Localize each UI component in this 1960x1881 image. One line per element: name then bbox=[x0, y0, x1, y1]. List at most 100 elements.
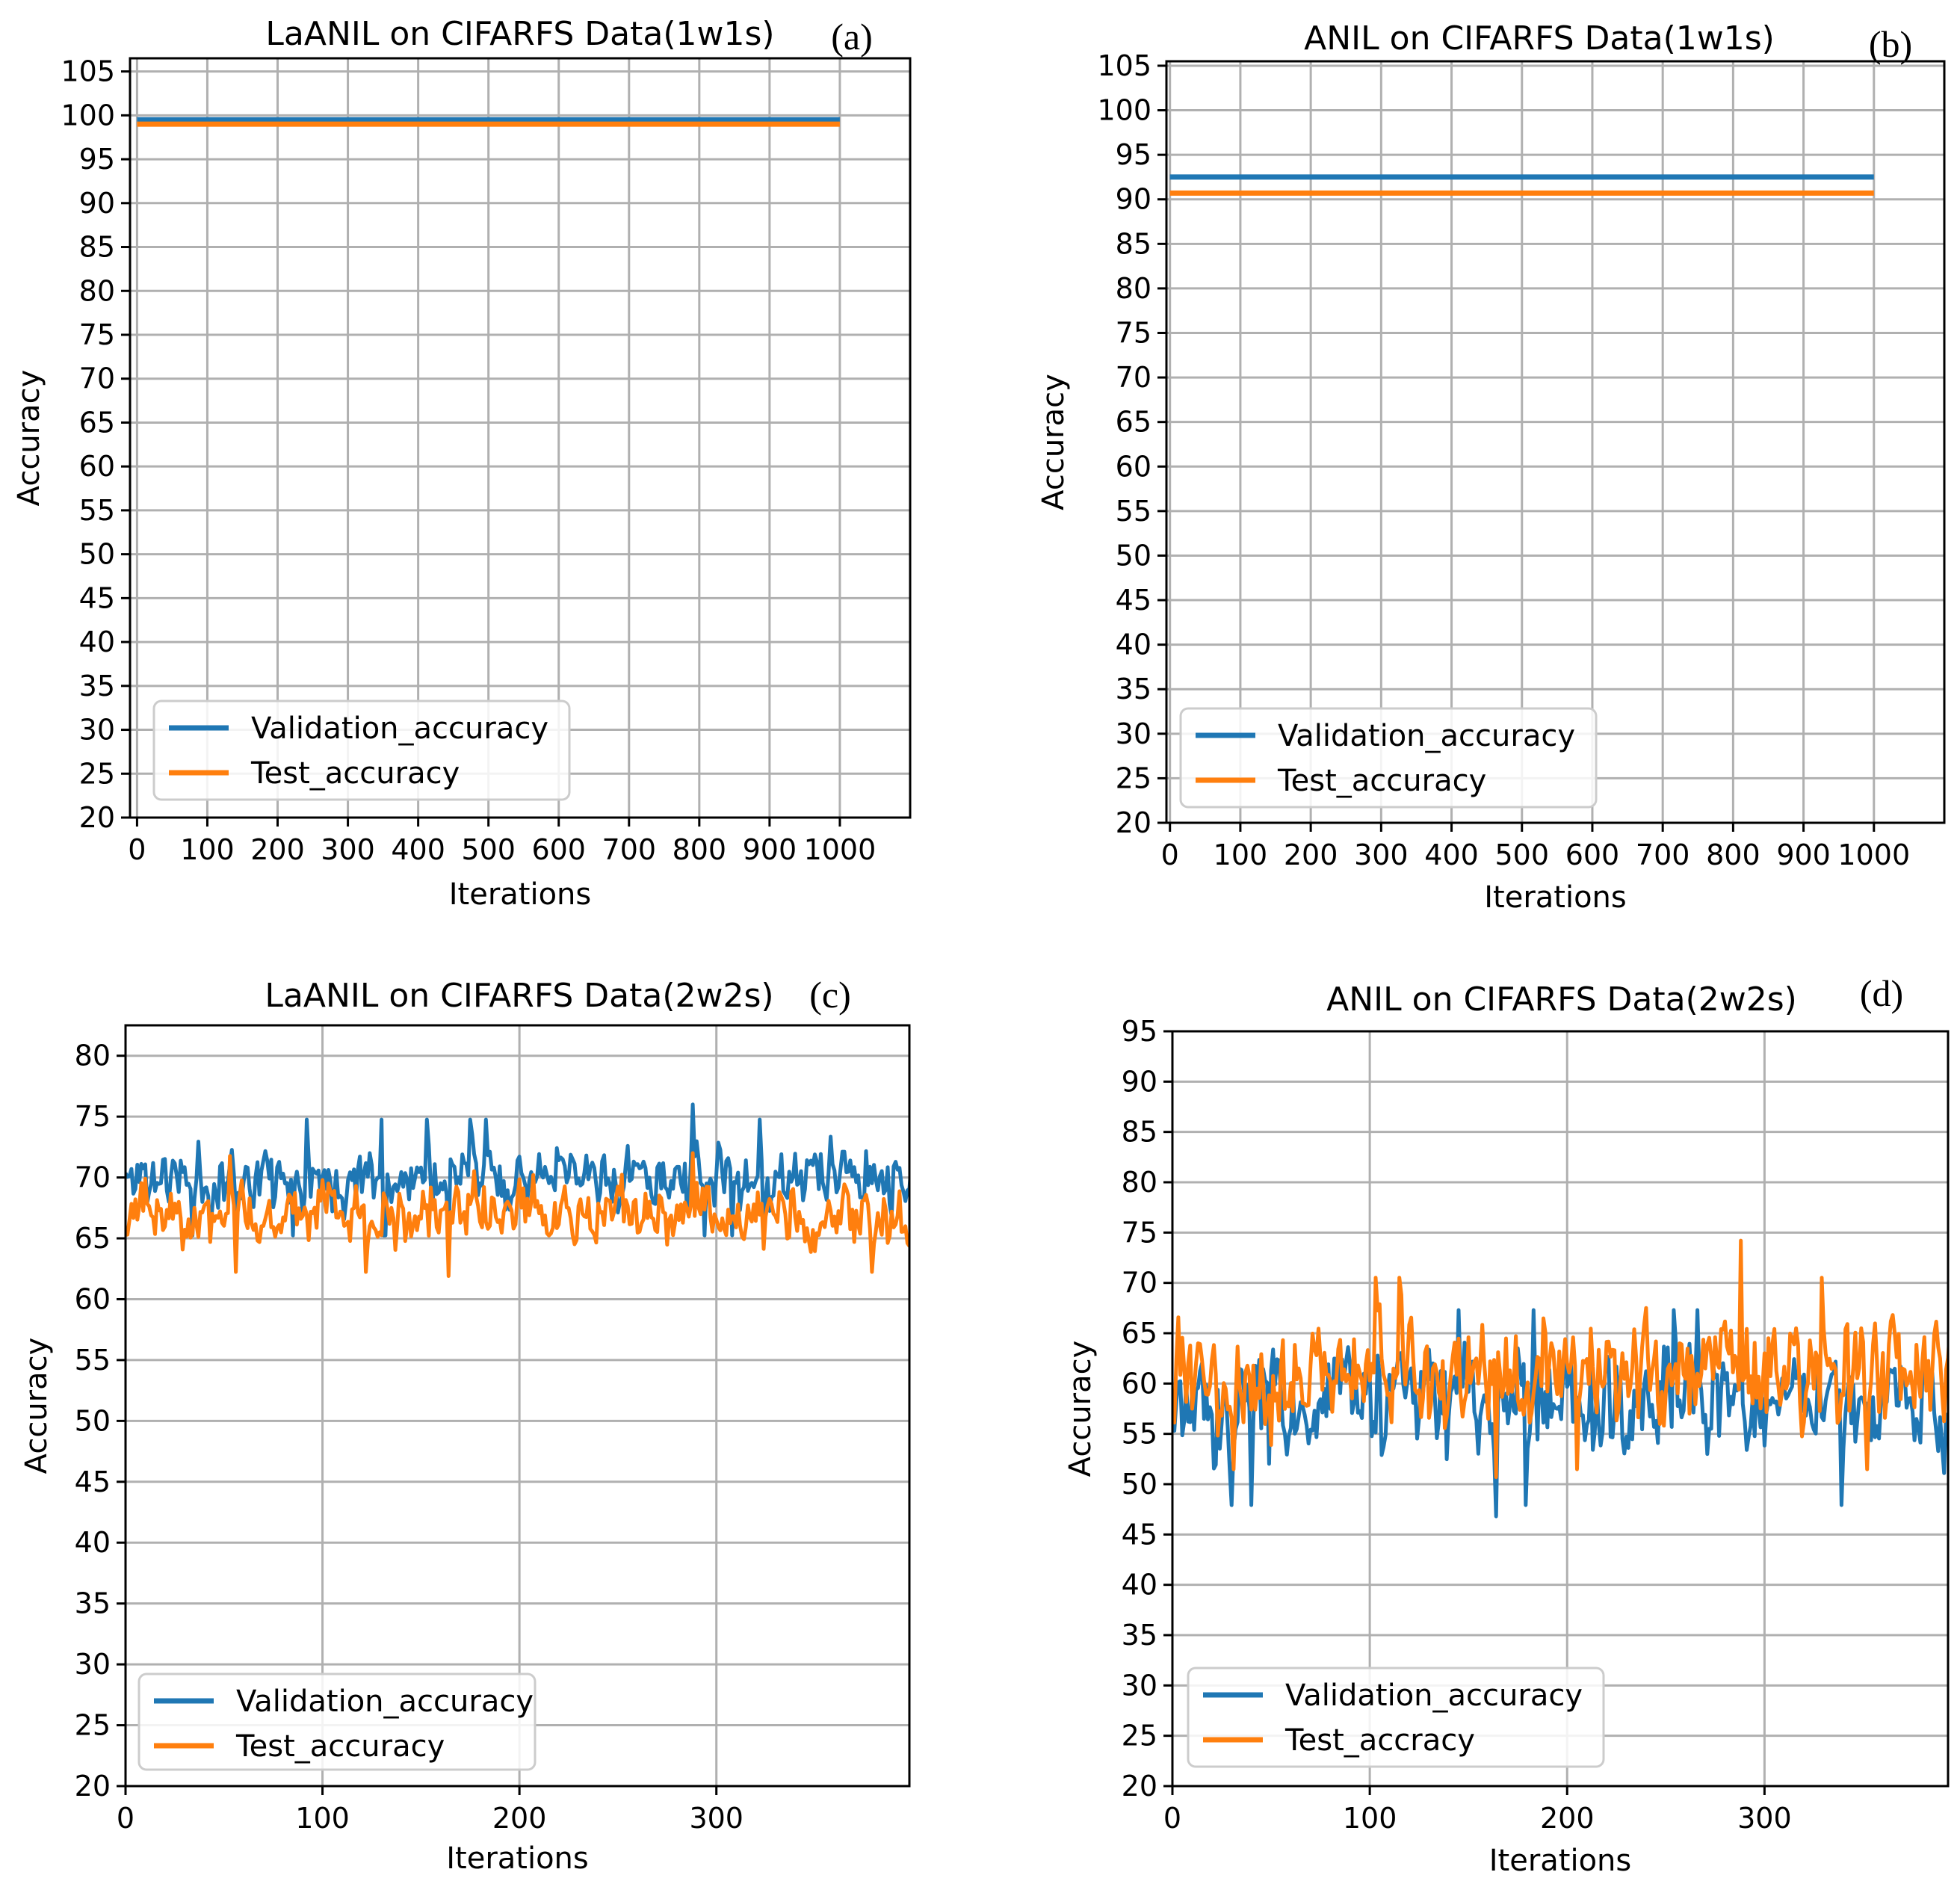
y-tick-label: 25 bbox=[1116, 762, 1151, 794]
x-tick-label: 400 bbox=[391, 833, 445, 866]
x-tick-label: 0 bbox=[1161, 838, 1179, 871]
y-tick-label: 60 bbox=[75, 1282, 111, 1315]
y-tick-label: 85 bbox=[1122, 1116, 1157, 1149]
y-tick-label: 45 bbox=[1122, 1518, 1157, 1551]
y-tick-label: 80 bbox=[79, 274, 115, 307]
y-tick-label: 70 bbox=[79, 362, 115, 395]
legend-box bbox=[1187, 1667, 1605, 1768]
chart-title: LaANIL on CIFARFS Data(2w2s) bbox=[265, 977, 773, 1015]
y-tick-label: 35 bbox=[1116, 673, 1151, 705]
y-tick-label: 75 bbox=[75, 1100, 111, 1133]
x-tick-label: 200 bbox=[1284, 838, 1338, 871]
y-tick-label: 55 bbox=[75, 1344, 111, 1377]
legend-box bbox=[1179, 707, 1598, 809]
x-tick-label: 100 bbox=[1214, 838, 1268, 871]
chart-panel-d: 0 100 200 300 20 25 30 35 40 45 50 55 60 65 70 75 80 85 90… bbox=[1063, 972, 1950, 1878]
y-tick-label: 65 bbox=[79, 406, 115, 439]
legend-label: Validation_accuracy bbox=[251, 711, 548, 746]
y-tick-label: 60 bbox=[79, 450, 115, 483]
legend-label: Test_accracy bbox=[1284, 1723, 1475, 1758]
axes-frame bbox=[1171, 1030, 1950, 1788]
panel-tag: (d) bbox=[1860, 972, 1903, 1014]
x-tick-label: 800 bbox=[673, 833, 727, 866]
x-tick-label: 500 bbox=[1494, 838, 1549, 871]
y-tick-label: 45 bbox=[75, 1465, 111, 1498]
y-tick-label: 100 bbox=[61, 99, 115, 132]
panel-tag: (b) bbox=[1869, 23, 1912, 65]
y-tick-label: 20 bbox=[1122, 1770, 1157, 1803]
y-tick-label: 30 bbox=[1122, 1669, 1157, 1702]
y-tick-label: 20 bbox=[75, 1770, 111, 1803]
y-tick-label: 35 bbox=[79, 670, 115, 702]
x-tick-label: 400 bbox=[1424, 838, 1479, 871]
x-tick-label: 100 bbox=[295, 1802, 350, 1835]
x-tick-label: 100 bbox=[180, 833, 235, 866]
y-tick-label: 90 bbox=[1122, 1065, 1157, 1098]
y-tick-label: 55 bbox=[79, 494, 115, 527]
y-axis-label: Accuracy bbox=[12, 370, 46, 507]
x-tick-label: 300 bbox=[1354, 838, 1409, 871]
y-tick-label: 25 bbox=[1122, 1720, 1157, 1752]
y-axis-label: Accuracy bbox=[1036, 374, 1071, 510]
y-tick-label: 100 bbox=[1097, 94, 1151, 127]
x-tick-label: 0 bbox=[1163, 1802, 1181, 1835]
y-tick-label: 85 bbox=[1116, 227, 1151, 260]
y-tick-label: 65 bbox=[1122, 1317, 1157, 1350]
y-tick-label: 80 bbox=[1116, 272, 1151, 305]
y-tick-label: 50 bbox=[75, 1404, 111, 1437]
axes-frame bbox=[1165, 60, 1946, 824]
x-tick-label: 300 bbox=[689, 1802, 743, 1835]
chart-title: LaANIL on CIFARFS Data(1w1s) bbox=[265, 15, 774, 53]
x-tick-label: 600 bbox=[1565, 838, 1620, 871]
x-tick-label: 500 bbox=[461, 833, 516, 866]
y-tick-label: 25 bbox=[75, 1709, 111, 1742]
y-tick-label: 75 bbox=[1122, 1216, 1157, 1249]
legend-label: Validation_accuracy bbox=[1285, 1678, 1583, 1713]
x-tick-label: 700 bbox=[602, 833, 657, 866]
x-tick-label: 700 bbox=[1636, 838, 1690, 871]
chart-panel-b: 0 100 200 300 400 500 600 700 800 900 1000 20 25 30 35… bbox=[1036, 19, 1946, 915]
x-tick-label: 200 bbox=[1540, 1802, 1595, 1835]
axes-frame bbox=[129, 57, 912, 819]
x-tick-label: 1000 bbox=[804, 833, 877, 866]
chart-panel-a: 0 100 200 300 400 500 600 700 800 900 1000 20 25 30 35… bbox=[12, 15, 912, 912]
chart-title: ANIL on CIFARFS Data(1w1s) bbox=[1304, 19, 1775, 58]
x-tick-label: 800 bbox=[1706, 838, 1760, 871]
grid bbox=[1166, 61, 1944, 824]
legend-label: Test_accuracy bbox=[235, 1729, 445, 1764]
legend: Validation_accuracy Test_accuracy bbox=[137, 1672, 537, 1771]
y-tick-label: 90 bbox=[79, 187, 115, 220]
y-tick-label: 65 bbox=[75, 1222, 111, 1255]
x-tick-label: 900 bbox=[743, 833, 797, 866]
y-tick-label: 80 bbox=[75, 1040, 111, 1072]
legend-box bbox=[137, 1672, 537, 1771]
legend-box bbox=[152, 699, 571, 801]
y-tick-label: 80 bbox=[1122, 1166, 1157, 1199]
y-tick-label: 55 bbox=[1122, 1418, 1157, 1451]
chart-panel-c: 0 100 200 300 20 25 30 35 40 45 50 55 60 65 70 75 80 LaAN… bbox=[19, 974, 911, 1876]
y-tick-label: 25 bbox=[79, 757, 115, 790]
y-tick-label: 30 bbox=[1116, 717, 1151, 750]
legend: Validation_accuracy Test_accracy bbox=[1187, 1667, 1605, 1768]
y-tick-label: 75 bbox=[79, 318, 115, 351]
series-group bbox=[1172, 1238, 1948, 1519]
x-tick-label: 200 bbox=[250, 833, 305, 866]
y-tick-label: 35 bbox=[75, 1587, 111, 1620]
x-tick-label: 0 bbox=[117, 1802, 135, 1835]
panel-tag: (c) bbox=[809, 974, 851, 1016]
y-tick-label: 45 bbox=[1116, 584, 1151, 617]
axes-frame bbox=[124, 1024, 911, 1788]
y-tick-label: 85 bbox=[79, 231, 115, 264]
y-tick-label: 45 bbox=[79, 581, 115, 614]
x-tick-label: 600 bbox=[531, 833, 586, 866]
panel-tag: (a) bbox=[831, 16, 873, 58]
legend-label: Validation_accuracy bbox=[1278, 719, 1575, 753]
legend-label: Validation_accuracy bbox=[236, 1684, 534, 1719]
x-tick-label: 1000 bbox=[1837, 838, 1910, 871]
y-tick-label: 95 bbox=[79, 143, 115, 176]
y-tick-label: 65 bbox=[1116, 406, 1151, 439]
y-tick-label: 50 bbox=[79, 538, 115, 571]
y-tick-label: 30 bbox=[75, 1648, 111, 1681]
y-tick-label: 75 bbox=[1116, 317, 1151, 350]
